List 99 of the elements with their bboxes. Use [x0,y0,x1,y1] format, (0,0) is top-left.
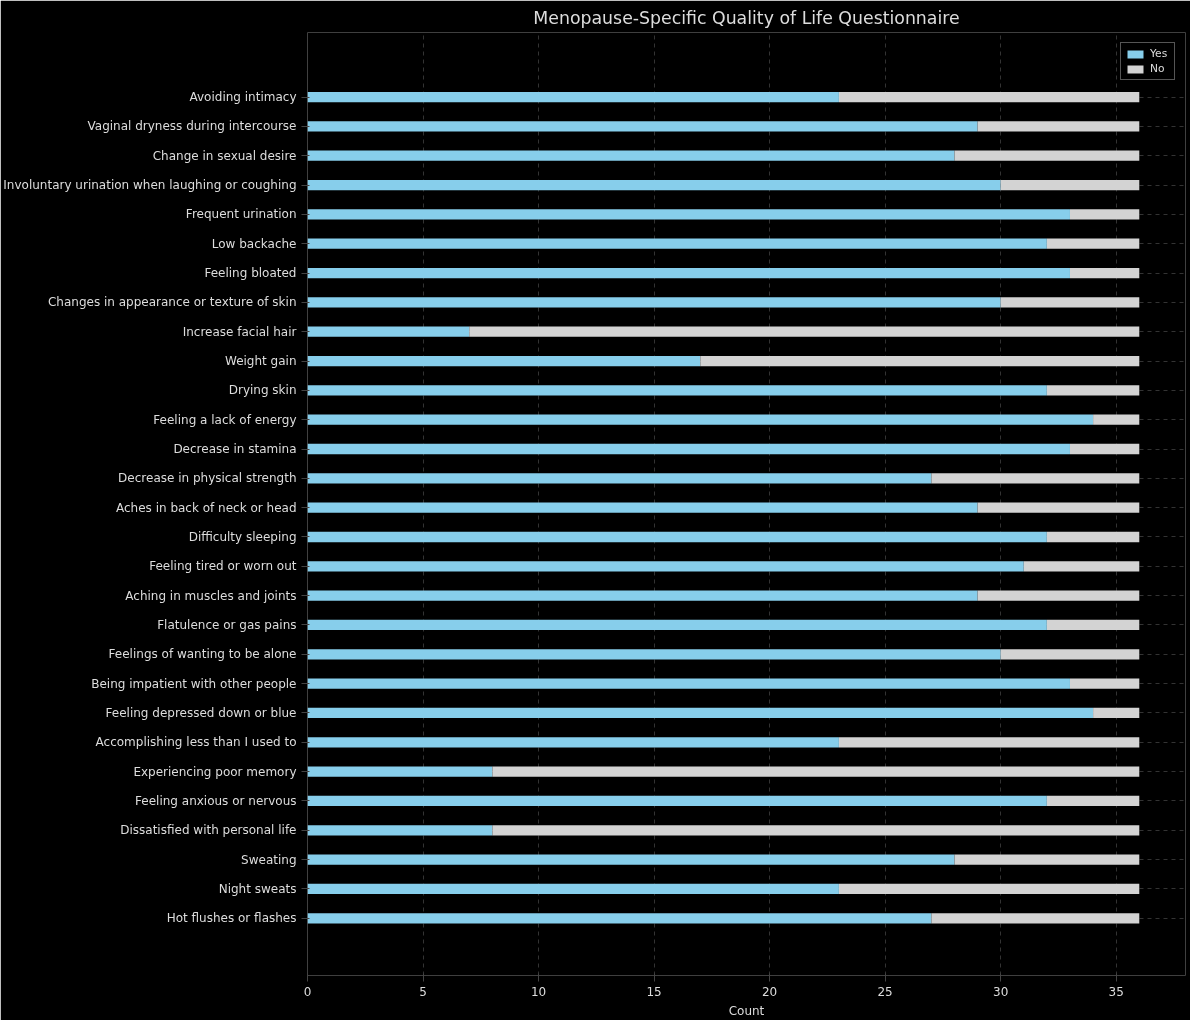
bar [307,150,955,161]
bar [1046,531,1140,543]
y-tick-label: Experiencing poor memory [133,764,297,779]
bar [838,883,1140,895]
bar [492,766,1140,777]
y-tick-label: Aches in back of neck or head [115,500,297,515]
bar [307,267,1070,279]
bar [1023,561,1140,572]
bar [469,326,1140,337]
y-tick-label: Hot flushes or flashes [166,911,297,926]
x-tick-label: 30 [993,984,1009,999]
bar [307,385,1047,396]
bar [307,795,1047,807]
bar [307,91,839,103]
bar [307,678,1070,689]
y-tick-label: Involuntary urination when laughing or coughing [3,178,297,193]
y-tick-label: Night sweats [218,881,297,896]
bar [307,502,978,513]
x-tick-label: 0 [303,984,312,999]
x-tick-label: 10 [530,984,547,999]
y-tick-label: Feeling a lack of energy [153,412,297,427]
bar [1046,619,1140,631]
x-tick-label: 35 [1108,984,1124,999]
bar [307,238,1047,249]
y-tick-label: Feelings of wanting to be alone [108,647,297,662]
bar [1069,678,1140,689]
bar [307,883,839,895]
bar [1093,414,1140,425]
bar [307,473,932,484]
bar [307,326,470,337]
bar [1046,238,1140,249]
bar [307,443,1070,455]
bar [1000,179,1140,191]
bar [931,913,1140,924]
bar [838,91,1140,103]
bar [307,297,1001,308]
bar [1046,795,1140,807]
bar [1000,297,1140,308]
y-tick-label: Feeling anxious or nervous [135,793,297,808]
bar [1093,707,1140,719]
y-tick-label: Increase facial hair [182,324,297,339]
y-tick-label: Decrease in physical strength [118,471,297,486]
bar [1069,267,1140,279]
bar [307,766,493,777]
bar [307,121,978,132]
bar [307,707,1094,719]
bar [977,502,1140,513]
bar [307,854,955,865]
y-tick-label: Difficulty sleeping [188,530,297,544]
bar [307,531,1047,543]
y-tick-label: Weight gain [224,354,297,369]
y-tick-label: Dissatisfied with personal life [120,823,297,838]
bar [492,825,1140,836]
y-tick-label: Feeling tired or worn out [149,559,297,574]
x-tick-label: 25 [877,984,893,999]
y-tick-label: Drying skin [228,383,297,398]
bar [954,854,1140,865]
y-tick-label: Change in sexual desire [152,148,297,163]
bar [1069,209,1140,220]
y-tick-label: Aching in muscles and joints [125,588,297,603]
bar [307,209,1070,220]
x-tick-label: 20 [761,984,778,999]
bar [307,590,978,601]
y-tick-label: Feeling bloated [204,266,297,281]
bar [931,473,1140,484]
y-tick-label: Feeling depressed down or blue [105,705,297,720]
bar [307,737,839,748]
bar [307,561,1024,572]
bar [307,179,1001,191]
bar [307,825,493,836]
y-tick-label: Being impatient with other people [91,676,297,691]
bar [307,414,1094,425]
x-axis-title: Count [728,1003,765,1018]
y-tick-label: Frequent urination [185,207,297,222]
bar [307,913,932,924]
bar [977,121,1140,132]
bar [1046,385,1140,396]
bar [307,649,1001,660]
y-tick-label: Avoiding intimacy [189,90,297,105]
legend-label: Yes [1150,47,1169,60]
y-tick-label: Low backache [211,236,297,251]
y-tick-label: Accomplishing less than I used to [95,735,297,750]
y-tick-label: Decrease in stamina [173,442,297,456]
bar [954,150,1140,161]
bar [307,355,701,367]
bar [1069,443,1140,455]
bar [977,590,1140,601]
x-tick-label: 5 [419,984,427,999]
y-tick-label: Vaginal dryness during intercourse [87,119,297,134]
bar [838,737,1140,748]
y-tick-label: Sweating [241,852,297,867]
y-tick-label: Flatulence or gas pains [157,617,297,632]
y-tick-label: Changes in appearance or texture of skin [47,295,297,310]
bar [307,619,1047,631]
legend-label: No [1150,62,1166,75]
chart-title: Menopause-Specific Quality of Life Questionnaire [533,7,960,28]
bar [700,355,1140,367]
bar [1000,649,1140,660]
x-tick-label: 15 [646,984,662,999]
